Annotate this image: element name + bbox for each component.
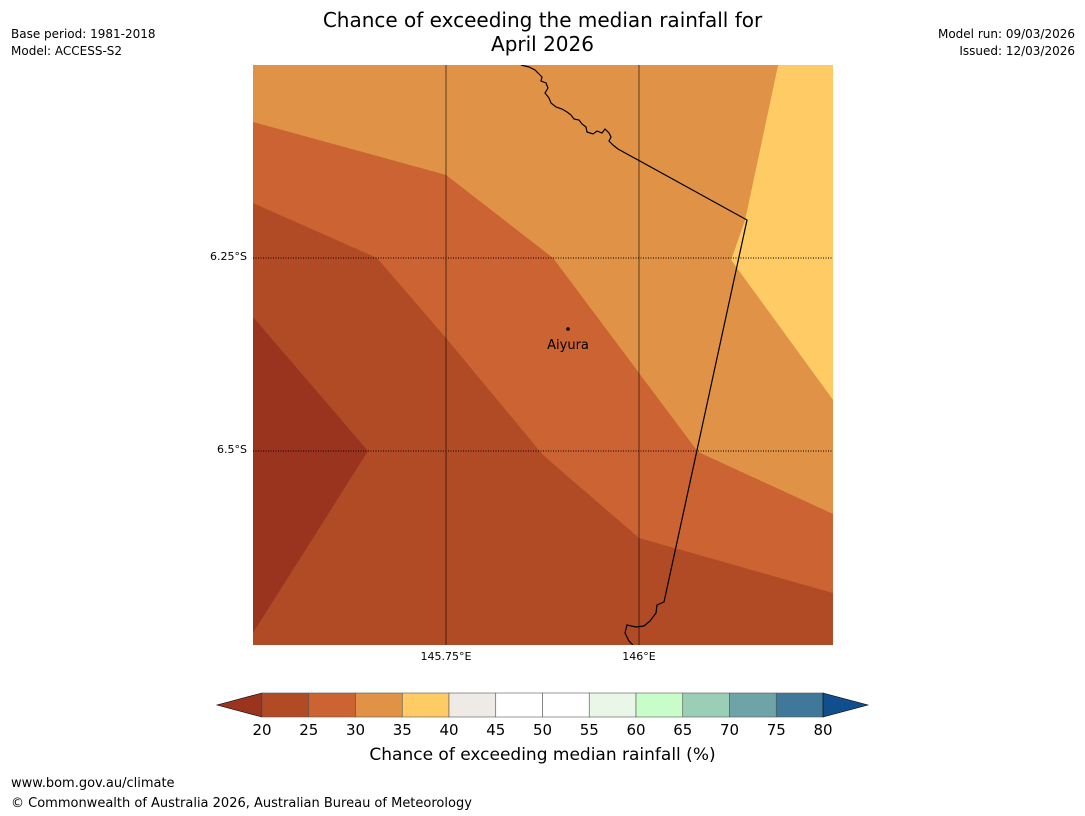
- model-text: Model: ACCESS-S2: [11, 44, 123, 58]
- colorbar-cell-60-65: [635, 692, 684, 718]
- colorbar-cell-20-25: [261, 692, 310, 718]
- colorbar-cell-75-80: [775, 692, 824, 718]
- colorbar-cell-40-45: [448, 692, 497, 718]
- lat-label-6-25: 6.25°S: [210, 250, 247, 263]
- lat-label-6-5: 6.5°S: [217, 443, 247, 456]
- lon-label-145-75: 145.75°E: [420, 650, 472, 663]
- footer-copyright: © Commonwealth of Australia 2026, Austra…: [11, 796, 472, 811]
- meta-left: Base period: 1981-2018 Model: ACCESS-S2: [11, 26, 156, 60]
- colorbar-tick-45: 45: [486, 721, 505, 739]
- colorbar-cell-30-35: [355, 692, 403, 718]
- lon-label-146: 146°E: [622, 650, 656, 663]
- colorbar-cell-25-30: [308, 692, 356, 718]
- colorbar-cell-45-50: [495, 692, 543, 718]
- colorbar-tick-70: 70: [720, 721, 739, 739]
- colorbar-tick-80: 80: [813, 721, 832, 739]
- band-below-20: [253, 317, 368, 633]
- band-25-30: [253, 122, 833, 593]
- colorbar-high-extension: [822, 692, 870, 718]
- aiyura-label: Aiyura: [547, 338, 589, 353]
- colorbar: 20 25 30 35 40 45 50 55 60 65 70 75 80: [215, 692, 870, 739]
- map-title: Chance of exceeding the median rainfall …: [0, 8, 1085, 56]
- international-border: [520, 65, 748, 645]
- colorbar-tick-65: 65: [673, 721, 692, 739]
- colorbar-tick-40: 40: [439, 721, 458, 739]
- colorbar-tick-50: 50: [533, 721, 552, 739]
- colorbar-cell-70-75: [729, 692, 777, 718]
- aiyura-marker: [566, 327, 570, 331]
- colorbar-ticks: 20 25 30 35 40 45 50 55 60 65 70 75 80: [252, 721, 832, 739]
- band-30-35: [253, 65, 833, 514]
- colorbar-tick-75: 75: [767, 721, 786, 739]
- colorbar-tick-60: 60: [626, 721, 645, 739]
- colorbar-cell-35-40: [401, 692, 450, 718]
- forecast-map: Aiyura: [253, 65, 833, 645]
- map-title-line-1: Chance of exceeding the median rainfall …: [322, 8, 763, 32]
- colorbar-tick-55: 55: [580, 721, 599, 739]
- colorbar-low-extension: [215, 692, 263, 718]
- map-title-line-2: April 2026: [491, 32, 594, 56]
- colorbar-cell-50-55: [542, 692, 590, 718]
- colorbar-tick-20: 20: [252, 721, 271, 739]
- model-run-text: Model run: 09/03/2026: [937, 27, 1075, 41]
- colorbar-label: Chance of exceeding median rainfall (%): [369, 745, 716, 765]
- footer-url: www.bom.gov.au/climate: [11, 776, 175, 791]
- band-35-40: [731, 65, 833, 400]
- base-period-text: Base period: 1981-2018: [11, 27, 156, 41]
- colorbar-cell-55-60: [588, 692, 637, 718]
- colorbar-cells: [261, 692, 824, 718]
- colorbar-tick-35: 35: [393, 721, 412, 739]
- colorbar-cell-65-70: [682, 692, 730, 718]
- issued-text: Issued: 12/03/2026: [959, 44, 1075, 58]
- colorbar-tick-30: 30: [346, 721, 365, 739]
- meta-right: Model run: 09/03/2026 Issued: 12/03/2026: [938, 26, 1075, 60]
- footer: www.bom.gov.au/climate © Commonwealth of…: [11, 774, 472, 814]
- colorbar-tick-25: 25: [299, 721, 318, 739]
